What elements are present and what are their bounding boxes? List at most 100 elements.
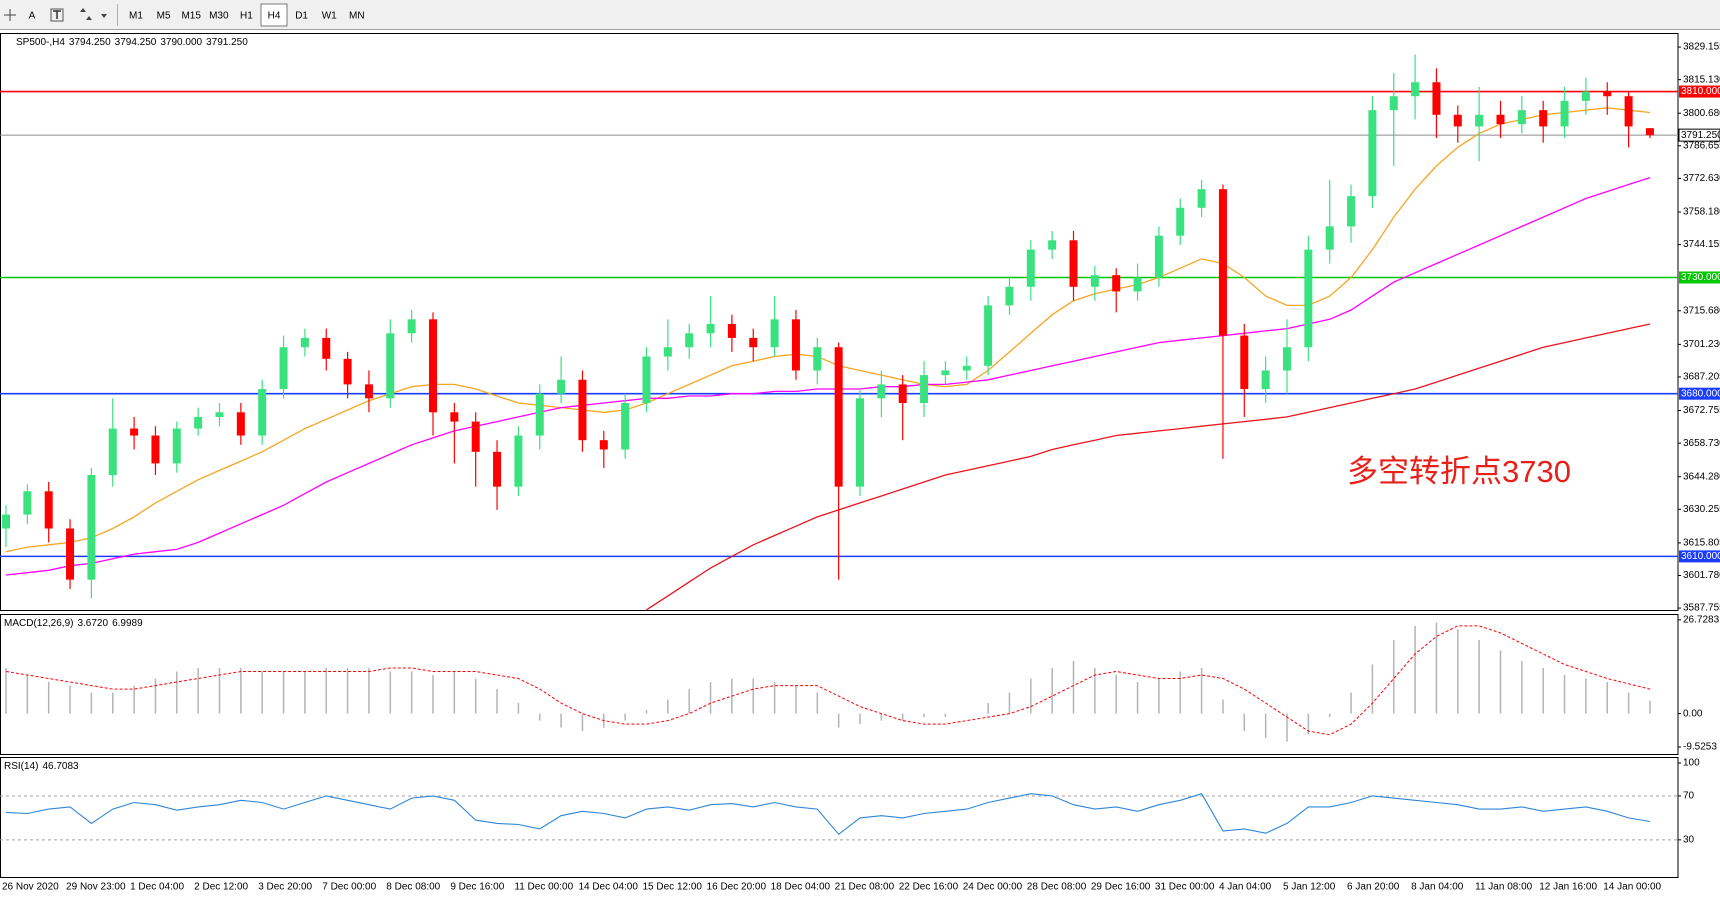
level-label-box	[1679, 387, 1720, 400]
candle-body	[877, 384, 886, 399]
y-tick-label: 3758.180	[1683, 207, 1720, 218]
candle-body	[493, 451, 502, 487]
x-tick-label: 28 Dec 08:00	[1027, 882, 1087, 893]
candle-body	[706, 323, 715, 334]
x-tick-label: 2 Dec 12:00	[194, 882, 248, 893]
current-price-label: 3791.250	[1681, 130, 1720, 141]
moving-average	[5, 107, 1651, 553]
y-tick-label: 3744.155	[1683, 239, 1720, 250]
level-label: 3730.000	[1681, 272, 1720, 283]
y-tick-label: 0.00	[1683, 708, 1703, 719]
label-tool[interactable]	[50, 8, 64, 22]
candle-body	[1603, 91, 1612, 97]
timeframe-button[interactable]	[178, 4, 205, 26]
candle-body	[1090, 275, 1099, 287]
candle-body	[898, 384, 907, 403]
y-tick-label: 3815.130	[1683, 74, 1720, 85]
candle-body	[236, 412, 245, 436]
y-tick-label: 3715.680	[1683, 305, 1720, 316]
candle-body	[1048, 240, 1057, 250]
candle-body	[514, 435, 523, 487]
candle-body	[770, 319, 779, 348]
header-title: MACD(12,26,9)	[4, 618, 73, 629]
candle-body	[557, 379, 566, 394]
candle-body	[1496, 114, 1505, 125]
timeframe-button[interactable]	[233, 4, 260, 26]
y-tick-label: 3644.280	[1683, 471, 1720, 482]
timeframe-label[interactable]: W1	[322, 11, 337, 22]
timeframe-label[interactable]: H4	[268, 11, 281, 22]
x-tick-label: 14 Jan 00:00	[1603, 882, 1661, 893]
candle-body	[1325, 226, 1334, 250]
x-tick-label: 15 Dec 12:00	[643, 882, 703, 893]
candle-body	[1453, 114, 1462, 127]
y-tick-label: 3772.630	[1683, 173, 1720, 184]
current-price-box	[1678, 128, 1720, 142]
y-tick-label: 3687.205	[1683, 372, 1720, 383]
candle-body	[23, 491, 32, 515]
y-tick-label: 70	[1683, 791, 1695, 802]
candle-body	[1368, 110, 1377, 197]
x-tick-label: 18 Dec 04:00	[771, 882, 831, 893]
y-tick-label: 3587.755	[1683, 603, 1720, 614]
candle-body	[1560, 100, 1569, 127]
candle-body	[1304, 249, 1313, 348]
header-value: 3791.250	[206, 37, 248, 48]
timeframe-label[interactable]: M15	[181, 11, 201, 22]
candle-body	[66, 528, 75, 580]
y-tick-label: 3829.155	[1683, 42, 1720, 53]
x-tick-label: 4 Jan 04:00	[1219, 882, 1272, 893]
candle-body	[663, 347, 672, 357]
x-tick-label: 31 Dec 00:00	[1155, 882, 1215, 893]
timeframe-label[interactable]: M5	[157, 11, 171, 22]
level-label: 3810.000	[1681, 86, 1720, 97]
annotation: 多空转折点3730	[1347, 454, 1571, 489]
x-tick-label: 16 Dec 20:00	[707, 882, 767, 893]
y-tick-label: 3658.730	[1683, 438, 1720, 449]
candle-body	[685, 333, 694, 348]
timeframe-label[interactable]: MN	[349, 11, 365, 22]
candle-body	[856, 398, 864, 487]
y-tick-label: 3630.255	[1683, 504, 1720, 515]
candle-body	[642, 356, 651, 403]
crosshair-tool[interactable]	[4, 9, 16, 21]
candle-body	[1432, 82, 1441, 115]
timeframe-button[interactable]	[150, 4, 177, 26]
header-value: 3.6720	[77, 618, 108, 629]
header-value: 3794.250	[115, 37, 157, 48]
timeframe-label[interactable]: M1	[129, 11, 143, 22]
x-tick-label: 1 Dec 04:00	[130, 882, 184, 893]
timeframe-button[interactable]	[316, 4, 343, 26]
candle-body	[2, 514, 10, 529]
y-tick-label: 3786.655	[1683, 140, 1720, 151]
candle-body	[1475, 114, 1484, 127]
level-label: 3680.000	[1681, 388, 1720, 399]
y-tick-label: 26.7283	[1683, 615, 1720, 626]
indicator-header: MACD(12,26,9) 3.6720 6.9989	[4, 618, 143, 629]
timeframe-button[interactable]	[205, 4, 232, 26]
timeframe-button[interactable]	[123, 4, 149, 26]
arrows-tool[interactable]	[80, 8, 107, 20]
timeframe-label[interactable]: H1	[240, 11, 253, 22]
timeframe-button[interactable]	[343, 4, 370, 26]
timeframe-label[interactable]: D1	[295, 11, 308, 22]
candle-body	[1026, 249, 1035, 287]
signal-line	[5, 625, 1651, 736]
timeframe-button[interactable]	[288, 4, 315, 26]
y-tick-label: -9.5253	[1683, 742, 1717, 753]
header-title: SP500-,H4	[16, 37, 65, 48]
panel-plot	[5, 622, 1651, 742]
x-tick-label: 24 Dec 00:00	[963, 882, 1023, 893]
moving-average	[646, 323, 1651, 611]
x-tick-label: 11 Jan 08:00	[1475, 882, 1533, 893]
candle-body	[450, 412, 459, 422]
x-tick-label: 7 Dec 00:00	[322, 882, 376, 893]
timeframe-label[interactable]: M30	[209, 11, 229, 22]
candle-body	[1517, 110, 1526, 125]
text-tool[interactable]: A	[29, 11, 36, 22]
timeframe-button[interactable]	[260, 3, 288, 27]
panel-frame	[0, 614, 1679, 755]
x-tick-label: 29 Dec 16:00	[1091, 882, 1151, 893]
candle-body	[578, 379, 587, 441]
